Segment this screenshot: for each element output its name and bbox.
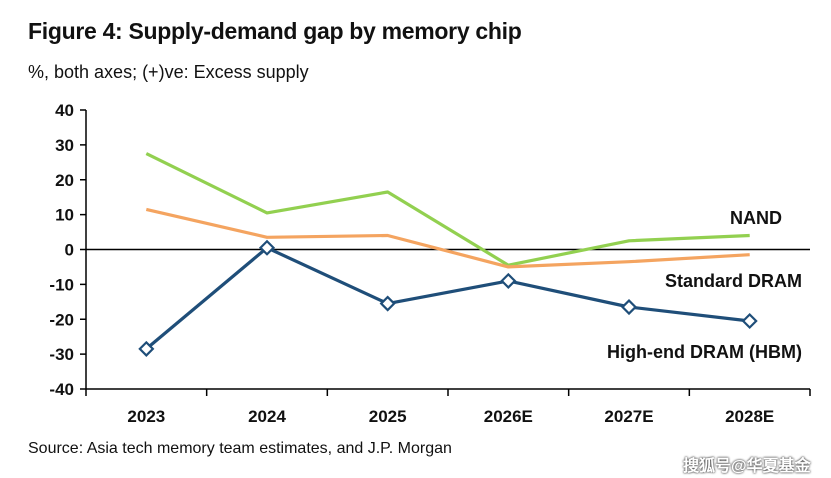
y-tick-label: -20 xyxy=(49,310,74,329)
series-labels: NAND Standard DRAM High-end DRAM (HBM) xyxy=(607,208,802,362)
y-tick-label: 20 xyxy=(55,171,74,190)
watermark: 搜狐号@华夏基金 xyxy=(683,458,811,475)
series-label-1: Standard DRAM xyxy=(665,271,802,291)
data-point-marker xyxy=(138,340,155,357)
x-tick-label: 2023 xyxy=(127,407,165,426)
x-tick-label: 2025 xyxy=(369,407,407,426)
series-lines xyxy=(138,152,758,357)
y-tick-label: 0 xyxy=(65,241,74,260)
chart-title: Figure 4: Supply-demand gap by memory ch… xyxy=(28,18,522,44)
data-point-marker xyxy=(258,239,276,256)
x-tick-label: 2024 xyxy=(248,407,286,426)
y-tick-label: -30 xyxy=(49,345,74,364)
data-point-marker xyxy=(741,312,758,330)
x-tick-label: 2028E xyxy=(725,407,774,426)
data-point-marker xyxy=(379,295,396,312)
series-line-0 xyxy=(145,152,750,267)
series-label-0: NAND xyxy=(730,208,782,228)
y-tick-label: 30 xyxy=(55,136,74,155)
series-label-2: High-end DRAM (HBM) xyxy=(607,342,802,362)
y-tick-label: 40 xyxy=(55,101,74,120)
series-line-1 xyxy=(145,207,750,269)
source-note: Source: Asia tech memory team estimates,… xyxy=(28,440,452,457)
x-tick-label: 2027E xyxy=(604,407,653,426)
data-point-marker xyxy=(620,298,638,316)
y-tick-label: -40 xyxy=(49,380,74,399)
axes: -40 -30 -20 -10 0 10 20 30 40 2023 2024 2025 2026E 20… xyxy=(49,101,811,426)
data-point-marker xyxy=(500,272,517,289)
x-tick-label: 2026E xyxy=(484,407,533,426)
chart-subtitle: %, both axes; (+)ve: Excess supply xyxy=(28,62,309,82)
series-line-2 xyxy=(145,246,750,351)
y-tick-label: -10 xyxy=(49,275,74,294)
y-tick-label: 10 xyxy=(55,206,74,225)
